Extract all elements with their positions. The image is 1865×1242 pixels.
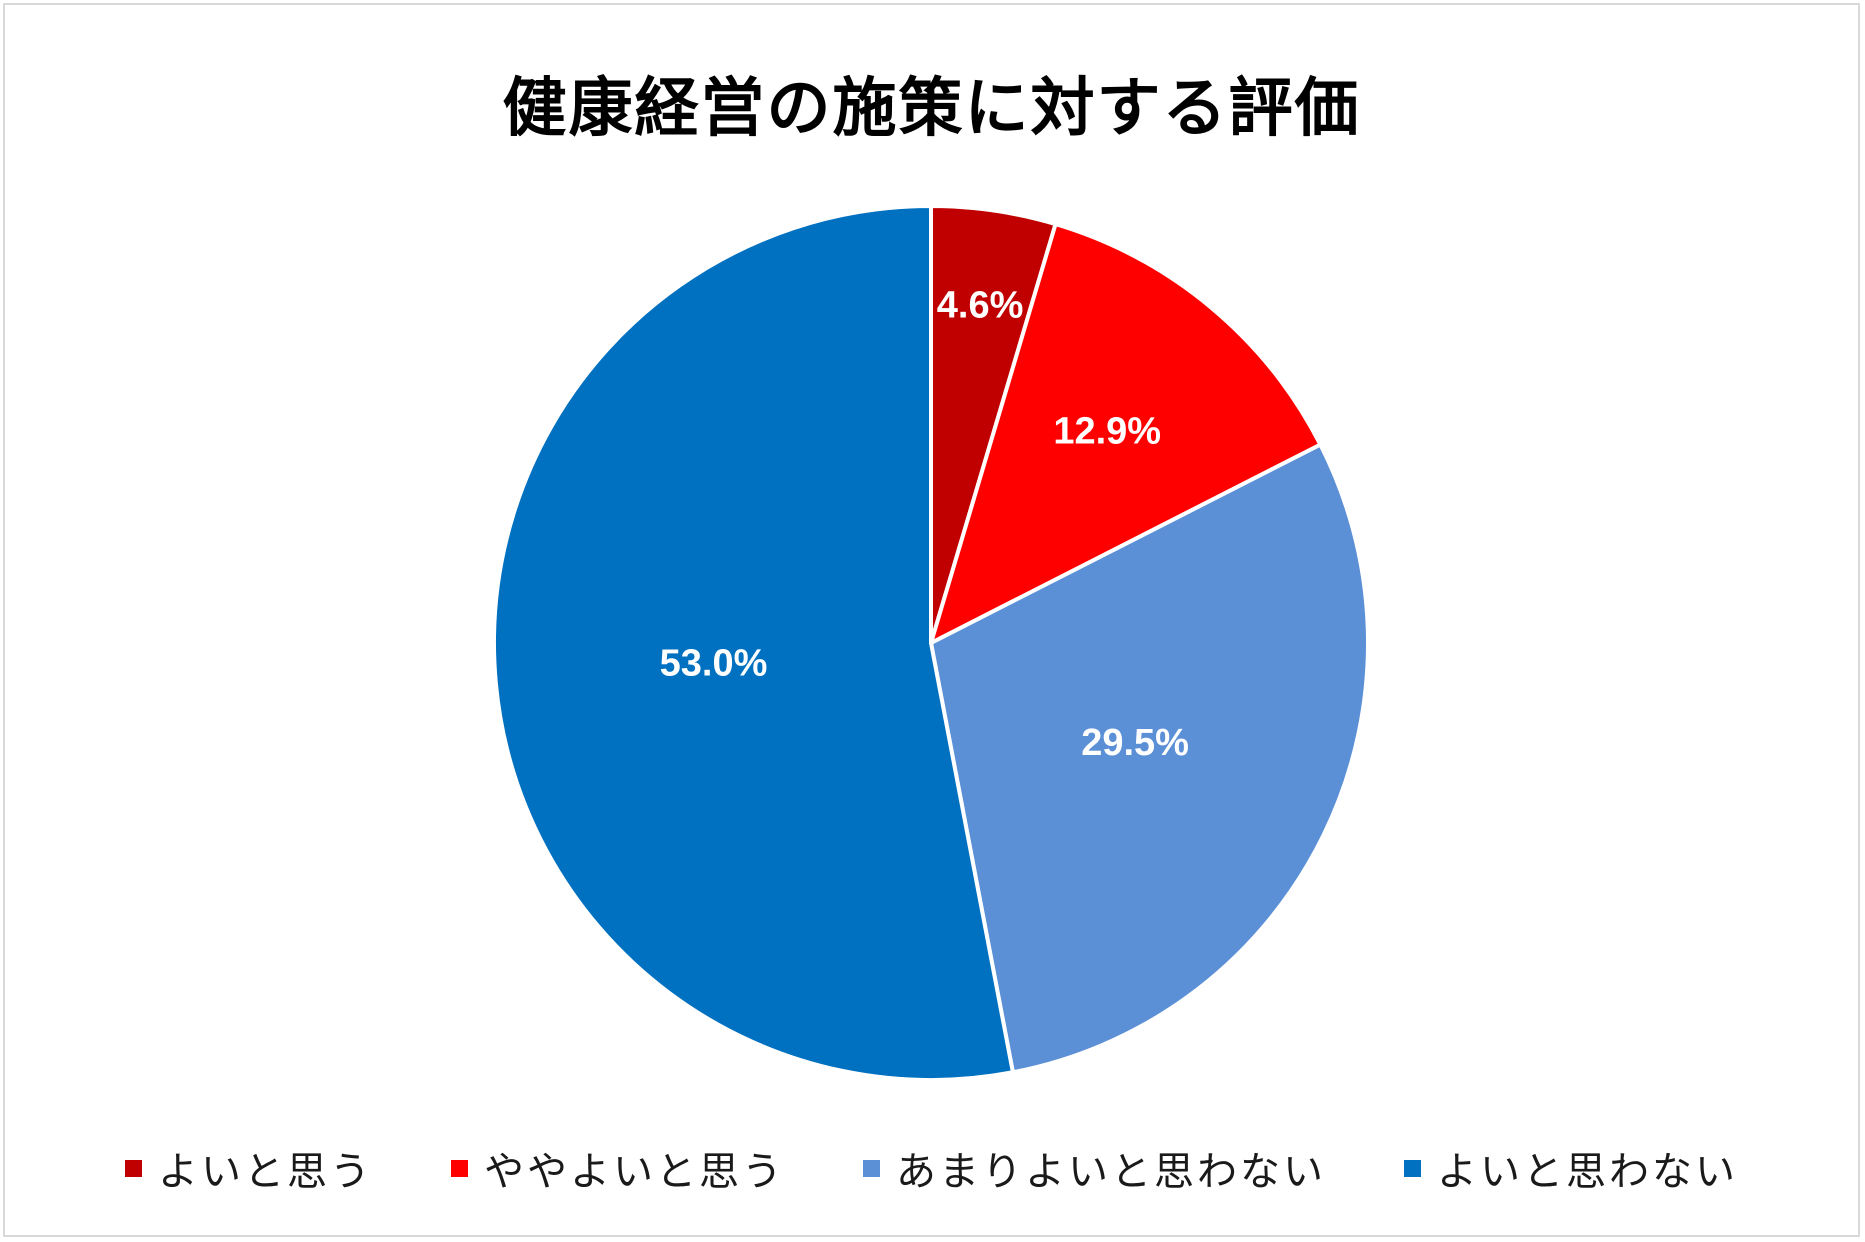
legend-item-not-very-good: あまりよいと思わない xyxy=(863,1139,1326,1197)
legend-label-good: よいと思う xyxy=(158,1149,373,1195)
chart-title: 健康経営の施策に対する評価 xyxy=(502,72,1361,146)
pie-slice-not-very-good xyxy=(929,442,1370,1075)
legend-swatch-somewhat-good xyxy=(451,1159,468,1177)
legend-label-somewhat-good: ややよいと思う xyxy=(484,1149,785,1195)
legend-item-good: よいと思う xyxy=(125,1139,373,1197)
legend-label-not-good: よいと思わない xyxy=(1437,1149,1738,1195)
legend-swatch-good xyxy=(125,1159,142,1177)
pie-slice-not-good xyxy=(492,204,1015,1082)
chart-frame: 健康経営の施策に対する評価 4.6% 12.9% 29.5% 53.0% よいと思う … xyxy=(3,3,1860,1237)
legend-label-not-very-good: あまりよいと思わない xyxy=(896,1149,1326,1195)
pie-slice-somewhat-good xyxy=(929,222,1323,645)
pie-chart: 4.6% 12.9% 29.5% 53.0% xyxy=(492,204,1370,1082)
legend-swatch-not-very-good xyxy=(863,1159,880,1177)
legend-item-somewhat-good: ややよいと思う xyxy=(451,1139,785,1197)
legend: よいと思う ややよいと思う あまりよいと思わない よいと思わない xyxy=(5,1139,1858,1197)
data-label-not-very-good: 29.5% xyxy=(1081,722,1189,764)
legend-item-not-good: よいと思わない xyxy=(1404,1139,1738,1197)
legend-swatch-not-good xyxy=(1404,1159,1421,1177)
data-label-not-good: 53.0% xyxy=(660,643,768,685)
data-label-good: 4.6% xyxy=(937,285,1024,327)
data-label-somewhat-good: 12.9% xyxy=(1053,410,1161,452)
